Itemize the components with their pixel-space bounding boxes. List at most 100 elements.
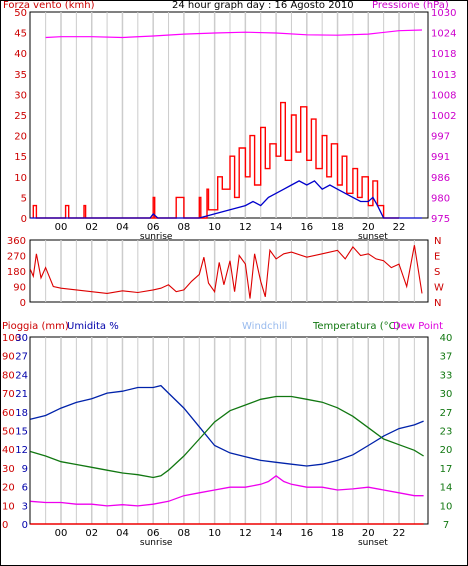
pressure-tick-label: 1002 <box>431 111 456 122</box>
temperature-axis-title: Temperatura (°C) <box>313 321 400 332</box>
rain-tick-label: 90 <box>2 352 15 363</box>
top-time-axis-tick-label: 04 <box>116 222 129 233</box>
temperature-tick-label: 27 <box>440 408 453 419</box>
pressure-axis-title: Pressione (hPa) <box>372 0 449 11</box>
temperature-tick-label: 20 <box>440 445 453 456</box>
page-title: 24 hour graph day : 16 Agosto 2010 <box>172 0 354 11</box>
bottom-time-axis-tick-label: 20 <box>362 528 375 539</box>
rain-tick-label: 40 <box>2 445 15 456</box>
humidity-tick-label: 15 <box>15 427 28 438</box>
top-time-axis-sunrise-label: sunrise <box>140 232 173 242</box>
wind-speed-tick-label: 35 <box>14 70 27 81</box>
pressure-tick-label: 975 <box>431 214 450 225</box>
rain-tick-label: 20 <box>2 483 15 494</box>
direction-compass-tick-label: W <box>434 283 444 294</box>
windchill-legend: Windchill <box>242 321 288 332</box>
pressure-tick-label: 986 <box>431 173 450 184</box>
direction-degree-tick-label: 270 <box>7 252 26 263</box>
temp-humidity-plot-area <box>29 336 429 525</box>
bottom-time-axis-tick-label: 16 <box>300 528 313 539</box>
temperature-tick-label: 10 <box>440 501 453 512</box>
top-time-axis-tick-label: 08 <box>178 222 191 233</box>
humidity-axis-title: Umidita % <box>67 321 119 332</box>
bottom-time-axis-tick-label: 18 <box>331 528 344 539</box>
top-time-axis-tick-label: 06 <box>147 222 160 233</box>
direction-compass-tick-label: E <box>434 252 440 263</box>
top-time-axis-tick-label: 02 <box>85 222 98 233</box>
direction-compass-tick-label: S <box>434 267 440 278</box>
humidity-tick-label: 18 <box>15 408 28 419</box>
rain-tick-label: 0 <box>2 520 8 531</box>
humidity-tick-label: 27 <box>15 352 28 363</box>
bottom-time-axis-tick-label: 08 <box>178 528 191 539</box>
temperature-tick-label: 23 <box>440 427 453 438</box>
rain-axis-title: Pioggia (mm) <box>2 321 69 332</box>
rain-tick-label: 10 <box>2 501 15 512</box>
pressure-tick-label: 1030 <box>431 8 456 19</box>
rain-tick-label: 80 <box>2 370 15 381</box>
humidity-tick-label: 24 <box>15 370 28 381</box>
pressure-tick-label: 991 <box>431 152 450 163</box>
pressure-tick-label: 1008 <box>431 90 456 101</box>
bottom-time-axis-sunrise-label: sunrise <box>140 538 173 548</box>
top-time-axis-tick-label: 20 <box>362 222 375 233</box>
dewpoint-series-line <box>30 474 424 507</box>
wind-speed-tick-label: 25 <box>14 111 27 122</box>
humidity-tick-label: 12 <box>15 445 28 456</box>
pressure-tick-label: 1013 <box>431 70 456 81</box>
rain-tick-label: 70 <box>2 389 15 400</box>
rain-tick-label: 100 <box>2 333 21 344</box>
pressure-tick-label: 997 <box>431 132 450 143</box>
direction-degree-tick-label: 360 <box>7 236 26 247</box>
humidity-tick-label: 21 <box>15 389 28 400</box>
humidity-tick-label: 3 <box>22 501 28 512</box>
wind-speed-tick-label: 5 <box>21 193 27 204</box>
temperature-tick-label: 40 <box>440 333 453 344</box>
wind-speed-tick-label: 50 <box>14 8 27 19</box>
wind-speed-tick-label: 0 <box>21 214 27 225</box>
bottom-time-axis-tick-label: 14 <box>270 528 283 539</box>
humidity-tick-label: 9 <box>22 464 28 475</box>
pressure-tick-label: 1024 <box>431 29 456 40</box>
wind-speed-tick-label: 30 <box>14 90 27 101</box>
direction-degree-tick-label: 90 <box>13 283 26 294</box>
wind-speed-tick-label: 20 <box>14 132 27 143</box>
top-time-axis-tick-label: 22 <box>393 222 406 233</box>
bottom-time-axis-tick-label: 06 <box>147 528 160 539</box>
rain-tick-label: 30 <box>2 464 15 475</box>
direction-compass-tick-label: N <box>434 298 441 309</box>
direction-degree-tick-label: 180 <box>7 267 26 278</box>
temperature-tick-label: 30 <box>440 389 453 400</box>
temperature-tick-label: 33 <box>440 370 453 381</box>
wind-speed-tick-label: 15 <box>14 152 27 163</box>
temperature-tick-label: 7 <box>443 520 449 531</box>
wind-speed-tick-label: 10 <box>14 173 27 184</box>
bottom-time-axis-tick-label: 04 <box>116 528 129 539</box>
bottom-time-axis-tick-label: 12 <box>239 528 252 539</box>
rain-tick-label: 60 <box>2 408 15 419</box>
direction-compass-tick-label: N <box>434 236 441 247</box>
wind-direction-series-line <box>29 245 423 299</box>
temperature-tick-label: 37 <box>440 352 453 363</box>
dewpoint-legend: Dew Point <box>393 321 444 332</box>
bottom-time-axis-tick-label: 00 <box>55 528 68 539</box>
top-time-axis-tick-label: 16 <box>300 222 313 233</box>
top-time-axis-tick-label: 14 <box>270 222 283 233</box>
temperature-tick-label: 17 <box>440 464 453 475</box>
direction-degree-tick-label: 0 <box>20 298 26 309</box>
top-time-axis-tick-label: 18 <box>331 222 344 233</box>
top-time-axis-tick-label: 12 <box>239 222 252 233</box>
bottom-time-axis-tick-label: 22 <box>393 528 406 539</box>
temperature-tick-label: 14 <box>440 483 453 494</box>
humidity-series-line <box>30 384 424 467</box>
humidity-tick-label: 30 <box>15 333 28 344</box>
wind-speed-axis-title: Forza vento (kmh) <box>3 0 95 11</box>
pressure-tick-label: 1018 <box>431 49 456 60</box>
pressure-tick-label: 980 <box>431 193 450 204</box>
temperature-series-line <box>30 395 424 479</box>
bottom-time-axis-tick-label: 10 <box>208 528 221 539</box>
humidity-tick-label: 6 <box>22 483 28 494</box>
pressure-series-line <box>45 29 423 39</box>
